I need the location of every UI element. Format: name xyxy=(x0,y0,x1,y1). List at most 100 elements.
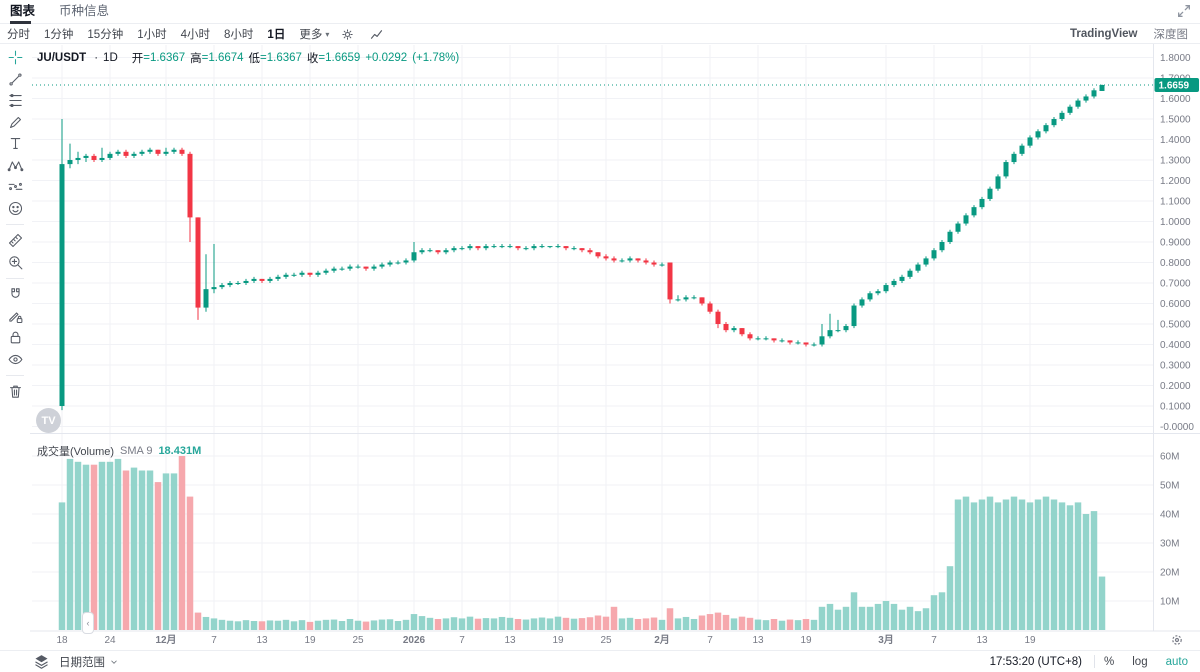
volume-bar xyxy=(106,461,114,630)
volume-bar xyxy=(786,619,794,630)
volume-bar xyxy=(1066,505,1074,630)
volume-bar xyxy=(1026,502,1034,630)
candle-body xyxy=(515,246,521,249)
volume-bar xyxy=(234,621,242,630)
volume-bar xyxy=(954,499,962,630)
crosshair-tool-icon[interactable] xyxy=(1,47,29,69)
text-tool-icon[interactable] xyxy=(1,133,29,155)
candle-body xyxy=(187,153,193,218)
forecast-tool-icon[interactable] xyxy=(1,176,29,198)
interval-1m[interactable]: 1分钟 xyxy=(44,29,74,41)
volume-bar xyxy=(82,464,90,630)
chart-style-icon[interactable] xyxy=(369,27,384,42)
candle-body xyxy=(507,246,513,248)
interval-15m[interactable]: 15分钟 xyxy=(87,29,124,41)
chart-canvas[interactable]: 1.80001.70001.60001.50001.40001.30001.20… xyxy=(30,44,1200,648)
candle-body xyxy=(227,283,233,286)
price-axis[interactable]: 1.80001.70001.60001.50001.40001.30001.20… xyxy=(1160,53,1194,433)
collapse-panel-handle[interactable]: ‹ xyxy=(82,612,94,634)
price-tick-label: 0.8000 xyxy=(1160,258,1191,269)
emoji-tool-icon[interactable] xyxy=(1,198,29,220)
tradingview-watermark-logo[interactable]: TV xyxy=(36,408,61,433)
candle-body xyxy=(683,297,689,300)
remove-all-trash-icon[interactable] xyxy=(1,381,29,403)
volume-bar xyxy=(802,618,810,630)
interval-8h[interactable]: 8小时 xyxy=(224,29,254,41)
volume-bar xyxy=(146,470,154,630)
volume-bar xyxy=(890,603,898,630)
settings-gear-icon[interactable] xyxy=(340,27,355,42)
volume-bar xyxy=(482,618,490,630)
candle-body xyxy=(539,246,545,248)
date-range-button[interactable]: 日期范围 xyxy=(59,654,119,670)
fib-retracement-tool-icon[interactable] xyxy=(1,90,29,112)
clock-text[interactable]: 17:53:20 (UTC+8) xyxy=(989,655,1083,668)
volume-bar xyxy=(514,618,522,630)
candle-body xyxy=(931,250,937,259)
volume-bar xyxy=(906,606,914,630)
time-tick-label: 12月 xyxy=(155,634,176,646)
price-tick-label: 1.6000 xyxy=(1160,94,1191,105)
volume-bar xyxy=(170,473,178,630)
magnet-tool-icon[interactable] xyxy=(1,284,29,306)
percent-scale-button[interactable]: % xyxy=(1104,655,1115,668)
price-tick-label: 0.7000 xyxy=(1160,279,1191,290)
candle-body xyxy=(955,223,961,232)
tab-chart[interactable]: 图表 xyxy=(10,0,35,24)
time-tick-label: 19 xyxy=(1024,635,1036,646)
volume-bar xyxy=(506,617,514,630)
price-tick-label: 0.6000 xyxy=(1160,299,1191,310)
tradingview-link[interactable]: TradingView xyxy=(1069,28,1138,40)
symbol-legend: JU/USDT · 1D 开 =1.6367 高 =1.6674 低 =1.6367 … xyxy=(37,50,459,66)
time-tick-label: 7 xyxy=(459,635,465,646)
object-tree-icon[interactable] xyxy=(33,653,50,670)
interval-1d[interactable]: 1日 xyxy=(267,29,286,41)
candle-body xyxy=(571,248,577,250)
volume-bar xyxy=(962,496,970,630)
candle-body xyxy=(395,262,401,264)
lock-all-tool-icon[interactable] xyxy=(1,327,29,349)
volume-bar xyxy=(994,502,1002,630)
candle-body xyxy=(899,276,905,281)
candle-body xyxy=(179,149,185,154)
change-value: +0.0292 xyxy=(365,52,408,64)
axis-settings-gear-icon[interactable] xyxy=(1172,635,1182,645)
zoom-in-tool-icon[interactable] xyxy=(1,252,29,274)
volume-axis[interactable]: 60M 50M 40M 30M 20M 10M xyxy=(1160,452,1179,608)
volume-bar xyxy=(346,618,354,630)
candle-body xyxy=(387,262,393,265)
expand-icon[interactable] xyxy=(1176,3,1192,19)
more-intervals-button[interactable]: 更多 ▾ xyxy=(299,29,330,41)
symbol-name: JU/USDT xyxy=(37,52,87,64)
hide-all-eye-icon[interactable] xyxy=(1,349,29,371)
candle-body xyxy=(1027,137,1033,146)
candle-body xyxy=(579,248,585,251)
candle-body xyxy=(587,250,593,253)
brush-tool-icon[interactable] xyxy=(1,112,29,134)
trend-line-tool-icon[interactable] xyxy=(1,69,29,91)
chevron-down-icon: ▾ xyxy=(325,29,330,39)
candle-body xyxy=(763,338,769,340)
volume-bar xyxy=(714,612,722,630)
price-tick-label: 1.0000 xyxy=(1160,217,1191,228)
volume-bar xyxy=(202,616,210,630)
candle-body xyxy=(107,153,113,158)
candle-body xyxy=(59,164,65,406)
time-axis[interactable]: 18 24 12月 7 13 19 25 2026 7 13 19 25 2月 7 13 19 3月 7 13 19 xyxy=(56,634,1036,646)
interval-minute[interactable]: 分时 xyxy=(7,29,30,41)
tab-coin-info[interactable]: 币种信息 xyxy=(59,3,110,18)
current-price-badge: 1.6659 xyxy=(1154,77,1199,92)
ruler-tool-icon[interactable] xyxy=(1,230,29,252)
interval-1h[interactable]: 1小时 xyxy=(137,29,167,41)
open-label: 开 xyxy=(131,53,144,65)
log-scale-button[interactable]: log xyxy=(1132,655,1148,668)
price-tick-label: 1.2000 xyxy=(1160,176,1191,187)
depth-chart-button[interactable]: 深度图 xyxy=(1153,29,1189,41)
interval-4h[interactable]: 4小时 xyxy=(180,29,211,41)
time-tick-label: 13 xyxy=(976,635,988,646)
xabcd-pattern-tool-icon[interactable] xyxy=(1,155,29,177)
auto-scale-button[interactable]: auto xyxy=(1165,655,1188,668)
chevron-down-icon xyxy=(111,659,117,664)
volume-bar xyxy=(570,618,578,630)
drawing-lock-tool-icon[interactable] xyxy=(1,306,29,328)
